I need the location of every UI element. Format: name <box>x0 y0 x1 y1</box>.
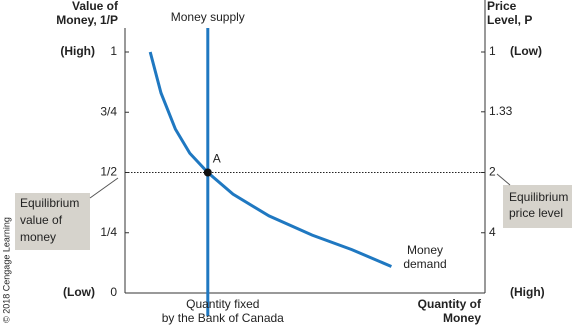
y-tick-label: 0 <box>110 285 117 299</box>
supply-label: Money supply <box>171 10 245 24</box>
y-end-label: (High) <box>60 44 95 58</box>
label: Equilibrium <box>509 190 568 204</box>
label: by the Bank of Canada <box>162 311 284 325</box>
callout-box <box>503 185 572 228</box>
y-tick-label: 1/4 <box>100 225 117 239</box>
label: Money, 1/P <box>56 13 118 27</box>
y2-tick-label: 1 <box>489 44 496 58</box>
y2-end-label: (High) <box>510 285 545 299</box>
label: Equilibrium <box>20 196 79 210</box>
y2-end-label: (Low) <box>510 44 542 58</box>
leader-line <box>89 177 119 199</box>
money-demand <box>148 51 392 268</box>
label: Quantity fixed <box>186 297 259 311</box>
y2-tick-label: 2 <box>489 165 496 179</box>
label: Money <box>407 243 443 257</box>
label: Money <box>443 311 481 325</box>
label: price level <box>509 206 563 220</box>
label: money <box>20 230 56 244</box>
copyright: © 2018 Cengage Learning <box>1 217 11 323</box>
y-end-label: (Low) <box>63 285 95 299</box>
label: Level, P <box>487 13 532 27</box>
y-tick-label: 3/4 <box>100 104 117 118</box>
label: demand <box>403 257 446 271</box>
y2-tick-label: 1.33 <box>489 104 513 118</box>
y-tick-label: 1/2 <box>100 165 117 179</box>
point-label: A <box>213 152 221 166</box>
label: Price <box>487 0 517 13</box>
leader-line <box>496 173 511 186</box>
label: Quantity of <box>418 297 482 311</box>
label: value of <box>20 213 63 227</box>
y2-tick-label: 4 <box>489 225 496 239</box>
equilibrium-point <box>203 168 212 177</box>
label: Value of <box>72 0 119 13</box>
y-tick-label: 1 <box>110 44 117 58</box>
callout-box <box>15 193 90 250</box>
